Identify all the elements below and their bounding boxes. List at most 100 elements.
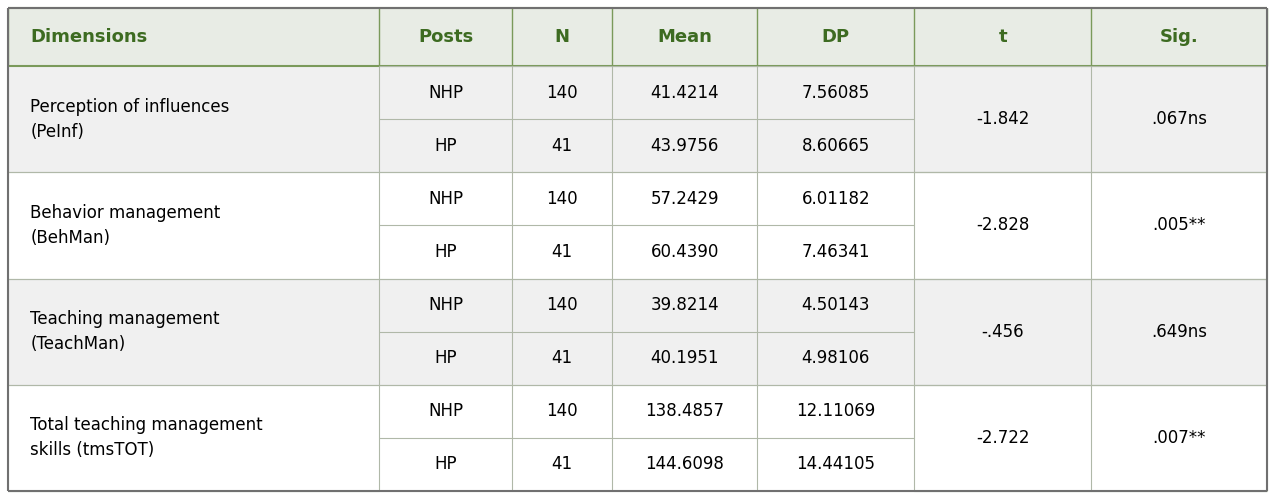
Text: 140: 140 <box>546 190 578 208</box>
Text: 40.1951: 40.1951 <box>650 349 719 367</box>
Text: DP: DP <box>821 28 850 46</box>
Bar <box>380 385 511 438</box>
Bar <box>380 66 511 119</box>
Bar <box>1090 332 1267 385</box>
Bar <box>8 66 380 172</box>
Bar <box>380 278 511 332</box>
Bar <box>612 172 757 226</box>
Bar <box>914 66 1090 172</box>
Text: 41.4214: 41.4214 <box>650 83 719 102</box>
Bar <box>8 438 380 491</box>
Text: 144.6098: 144.6098 <box>645 456 724 474</box>
Bar <box>757 278 914 332</box>
Bar <box>914 172 1090 278</box>
Bar <box>1090 119 1267 172</box>
Bar <box>511 332 612 385</box>
Bar <box>380 8 511 66</box>
Bar <box>1090 278 1267 385</box>
Bar <box>380 119 511 172</box>
Bar <box>914 332 1090 385</box>
Bar <box>757 172 914 226</box>
Bar <box>380 332 511 385</box>
Bar <box>1090 226 1267 278</box>
Bar <box>511 438 612 491</box>
Bar <box>914 119 1090 172</box>
Bar <box>511 385 612 438</box>
Text: 43.9756: 43.9756 <box>650 137 719 155</box>
Text: .007**: .007** <box>1153 429 1206 447</box>
Bar <box>1090 438 1267 491</box>
Bar <box>1090 8 1267 66</box>
Bar <box>1090 172 1267 278</box>
Bar <box>612 438 757 491</box>
Bar <box>511 172 612 226</box>
Text: Teaching management
(TeachMan): Teaching management (TeachMan) <box>31 310 219 353</box>
Bar <box>612 385 757 438</box>
Text: 7.56085: 7.56085 <box>802 83 870 102</box>
Text: -2.828: -2.828 <box>975 217 1029 235</box>
Text: t: t <box>998 28 1007 46</box>
Bar <box>612 278 757 332</box>
Bar <box>8 119 380 172</box>
Bar <box>757 438 914 491</box>
Text: HP: HP <box>435 456 456 474</box>
Bar <box>914 8 1090 66</box>
Bar <box>757 226 914 278</box>
Text: 57.2429: 57.2429 <box>650 190 719 208</box>
Bar <box>757 332 914 385</box>
Text: HP: HP <box>435 137 456 155</box>
Bar <box>612 66 757 119</box>
Text: .649ns: .649ns <box>1151 323 1207 341</box>
Text: NHP: NHP <box>428 402 463 420</box>
Text: 60.4390: 60.4390 <box>650 243 719 261</box>
Text: 41: 41 <box>551 243 572 261</box>
Bar <box>612 8 757 66</box>
Bar <box>757 8 914 66</box>
Text: Sig.: Sig. <box>1159 28 1198 46</box>
Bar <box>8 278 380 385</box>
Bar <box>380 172 511 226</box>
Text: 138.4857: 138.4857 <box>645 402 724 420</box>
Text: Behavior management
(BehMan): Behavior management (BehMan) <box>31 204 221 247</box>
Bar <box>1090 385 1267 491</box>
Text: -.456: -.456 <box>982 323 1024 341</box>
Text: 39.8214: 39.8214 <box>650 296 719 314</box>
Text: N: N <box>555 28 570 46</box>
Text: 6.01182: 6.01182 <box>802 190 870 208</box>
Text: Posts: Posts <box>418 28 473 46</box>
Bar <box>914 226 1090 278</box>
Bar <box>757 66 914 119</box>
Text: NHP: NHP <box>428 296 463 314</box>
Text: HP: HP <box>435 243 456 261</box>
Text: -2.722: -2.722 <box>975 429 1029 447</box>
Bar <box>511 278 612 332</box>
Bar <box>511 66 612 119</box>
Bar <box>8 385 380 491</box>
Bar <box>612 226 757 278</box>
Bar <box>914 278 1090 385</box>
Bar <box>757 385 914 438</box>
Text: -1.842: -1.842 <box>975 110 1029 128</box>
Text: 4.98106: 4.98106 <box>802 349 870 367</box>
Text: .067ns: .067ns <box>1151 110 1207 128</box>
Text: 12.11069: 12.11069 <box>796 402 876 420</box>
Text: 41: 41 <box>551 349 572 367</box>
Text: 8.60665: 8.60665 <box>802 137 870 155</box>
Bar <box>380 226 511 278</box>
Text: NHP: NHP <box>428 83 463 102</box>
Bar <box>380 438 511 491</box>
Text: 41: 41 <box>551 456 572 474</box>
Text: 14.44105: 14.44105 <box>797 456 876 474</box>
Text: Total teaching management
skills (tmsTOT): Total teaching management skills (tmsTOT… <box>31 416 263 460</box>
Bar <box>8 332 380 385</box>
Bar <box>8 226 380 278</box>
Bar <box>612 119 757 172</box>
Text: 41: 41 <box>551 137 572 155</box>
Text: Mean: Mean <box>658 28 713 46</box>
Text: 140: 140 <box>546 83 578 102</box>
Bar <box>511 226 612 278</box>
Text: Perception of influences
(PeInf): Perception of influences (PeInf) <box>31 98 230 141</box>
Bar <box>914 385 1090 491</box>
Text: NHP: NHP <box>428 190 463 208</box>
Text: Dimensions: Dimensions <box>31 28 148 46</box>
